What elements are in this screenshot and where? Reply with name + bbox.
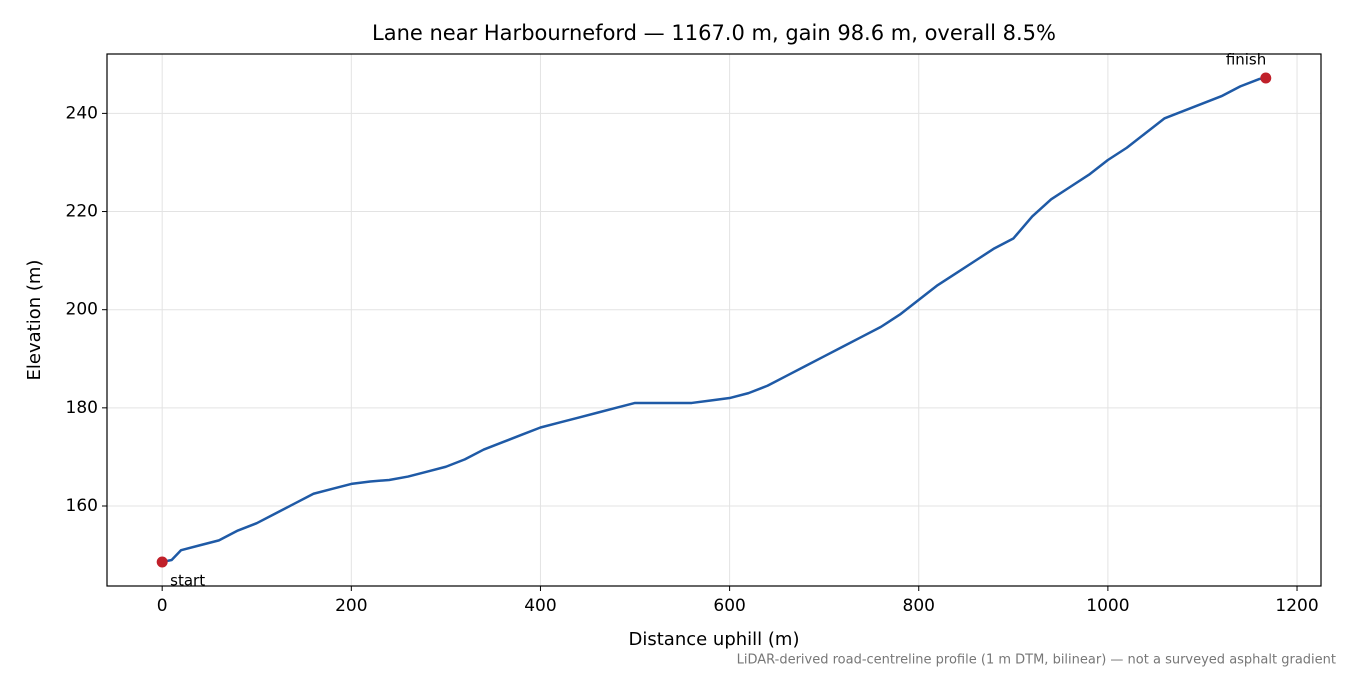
x-tick-label: 1200	[1275, 596, 1318, 616]
x-tick-label: 0	[157, 596, 168, 616]
y-tick-label: 240	[66, 103, 98, 123]
elevation-line	[161, 76, 1267, 564]
chart-title: Lane near Harbourneford — 1167.0 m, gain…	[372, 21, 1056, 45]
endpoint-marker	[156, 556, 168, 568]
x-tick-label: 1000	[1086, 596, 1129, 616]
y-tick-label: 180	[66, 398, 98, 418]
footnote: LiDAR-derived road-centreline profile (1…	[737, 653, 1336, 668]
x-tick-label: 600	[713, 596, 745, 616]
y-tick-label: 220	[66, 202, 98, 222]
endpoint-marker	[1260, 72, 1272, 84]
x-tick-label: 400	[524, 596, 556, 616]
x-tick-label: 200	[335, 596, 367, 616]
x-axis-label: Distance uphill (m)	[629, 629, 800, 650]
endpoint-label: finish	[1226, 51, 1266, 69]
y-axis-label: Elevation (m)	[24, 260, 45, 381]
y-tick-label: 160	[66, 496, 98, 516]
x-tick-label: 800	[903, 596, 935, 616]
endpoint-label: start	[170, 571, 205, 589]
y-tick-label: 200	[66, 300, 98, 320]
plot-frame	[106, 53, 1322, 587]
